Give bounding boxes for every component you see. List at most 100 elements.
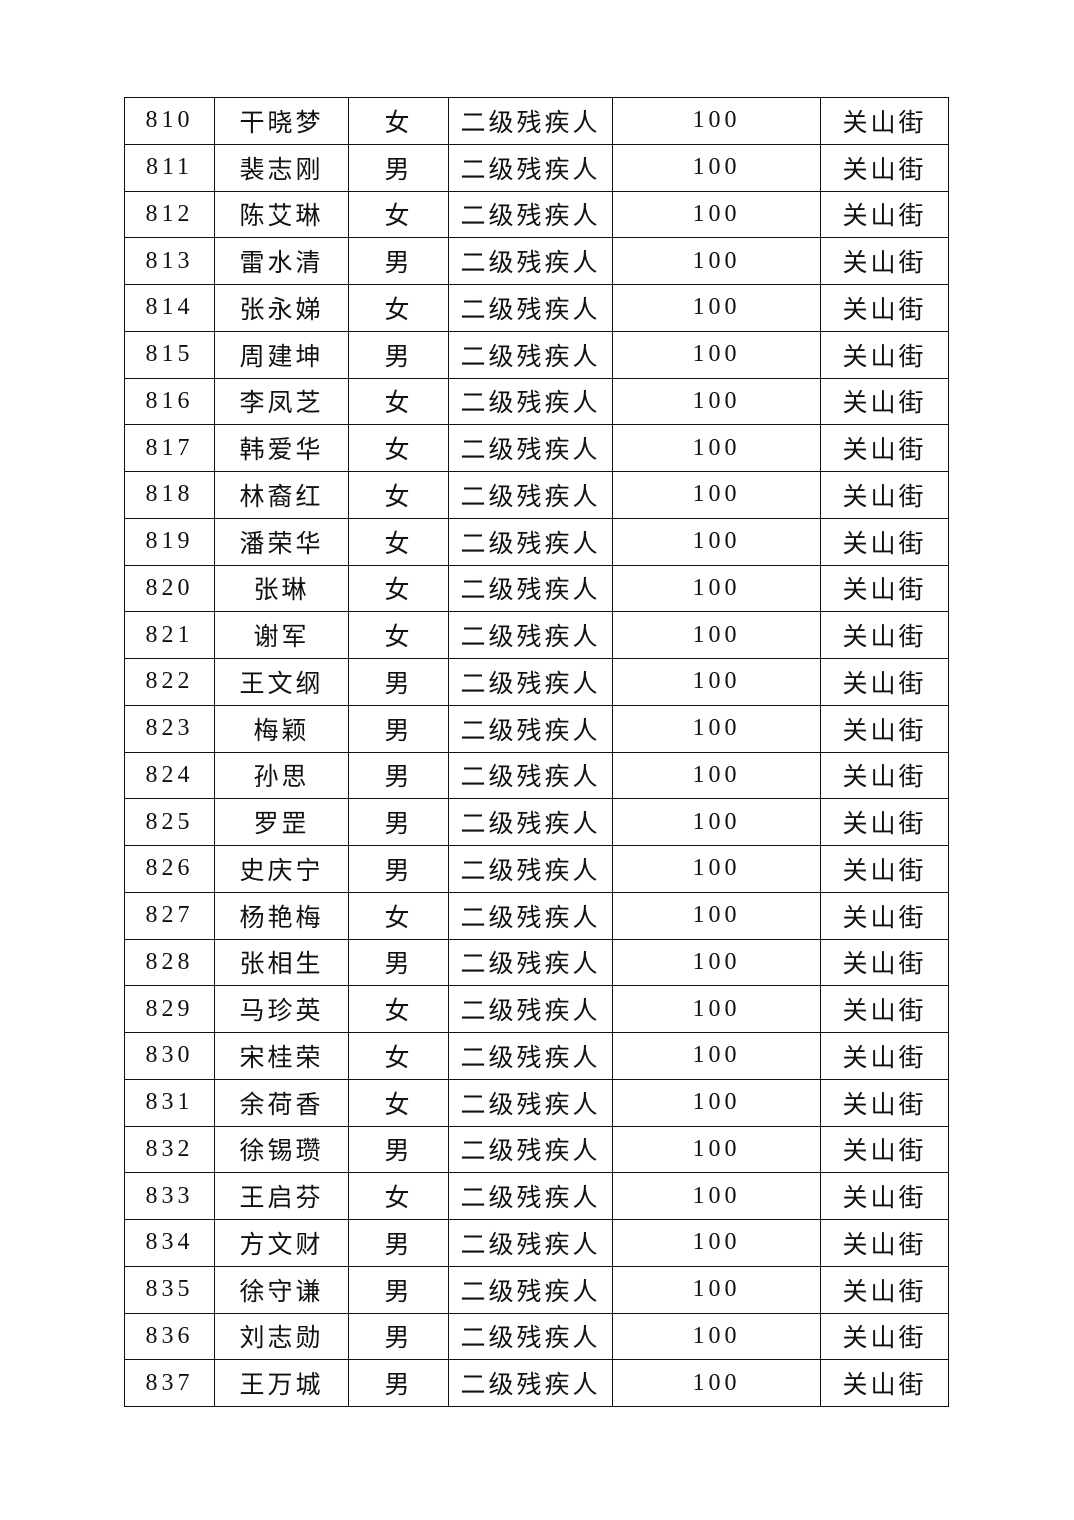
street-cell: 关山街 [820, 1312, 949, 1361]
disability-level-cell: 二级残疾人 [448, 1312, 613, 1361]
disability-level-cell: 二级残疾人 [448, 1265, 613, 1314]
amount-cell: 100 [612, 237, 821, 285]
name-cell: 余荷香 [214, 1078, 349, 1127]
table-row: 820 张琳女二级残疾人 100 关山街 [124, 564, 949, 613]
number-cell: 834 [124, 1219, 215, 1267]
number-cell: 810 [124, 97, 215, 145]
gender-cell: 女 [348, 284, 449, 332]
table-row: 822 王文纲男二级残疾人 100 关山街 [124, 658, 949, 706]
street-cell: 关山街 [820, 284, 949, 332]
name-cell: 方文财 [214, 1219, 349, 1267]
street-cell: 关山街 [820, 1172, 949, 1220]
gender-cell: 男 [348, 237, 449, 285]
amount-cell: 100 [612, 845, 821, 893]
street-cell: 关山街 [820, 237, 949, 285]
street-cell: 关山街 [820, 985, 949, 1033]
name-cell: 陈艾琳 [214, 190, 349, 239]
number-cell: 811 [124, 143, 215, 192]
gender-cell: 男 [348, 658, 449, 706]
table-row: 829 马珍英女二级残疾人 100 关山街 [124, 985, 949, 1033]
disability-level-cell: 二级残疾人 [448, 1219, 613, 1267]
amount-cell: 100 [612, 1359, 821, 1407]
disability-level-cell: 二级残疾人 [448, 1078, 613, 1127]
disability-level-cell: 二级残疾人 [448, 284, 613, 332]
gender-cell: 男 [348, 1219, 449, 1267]
table-row: 811 裴志刚男二级残疾人 100 关山街 [124, 143, 949, 192]
name-cell: 王文纲 [214, 658, 349, 706]
gender-cell: 男 [348, 1265, 449, 1314]
street-cell: 关山街 [820, 377, 949, 426]
amount-cell: 100 [612, 611, 821, 659]
disability-level-cell: 二级残疾人 [448, 611, 613, 659]
disability-level-cell: 二级残疾人 [448, 190, 613, 239]
disability-level-cell: 二级残疾人 [448, 1359, 613, 1407]
recipient-table: 810 干晓梦女二级残疾人 100 关山街 811 裴志刚男二级残疾人 100 关山街 812 陈… [124, 97, 949, 1407]
table-row: 835 徐守谦男二级残疾人 100 关山街 [124, 1265, 949, 1314]
name-cell: 周建坤 [214, 330, 349, 379]
name-cell: 王万城 [214, 1359, 349, 1407]
street-cell: 关山街 [820, 658, 949, 706]
number-cell: 818 [124, 471, 215, 519]
amount-cell: 100 [612, 190, 821, 239]
name-cell: 张永娣 [214, 284, 349, 332]
gender-cell: 女 [348, 611, 449, 659]
street-cell: 关山街 [820, 845, 949, 893]
disability-level-cell: 二级残疾人 [448, 751, 613, 800]
disability-level-cell: 二级残疾人 [448, 424, 613, 472]
disability-level-cell: 二级残疾人 [448, 704, 613, 753]
street-cell: 关山街 [820, 564, 949, 613]
gender-cell: 男 [348, 704, 449, 753]
name-cell: 刘志勋 [214, 1312, 349, 1361]
name-cell: 宋桂荣 [214, 1032, 349, 1080]
street-cell: 关山街 [820, 704, 949, 753]
amount-cell: 100 [612, 97, 821, 145]
number-cell: 817 [124, 424, 215, 472]
gender-cell: 女 [348, 985, 449, 1033]
gender-cell: 男 [348, 1312, 449, 1361]
name-cell: 干晓梦 [214, 97, 349, 145]
number-cell: 831 [124, 1078, 215, 1127]
number-cell: 830 [124, 1032, 215, 1080]
disability-level-cell: 二级残疾人 [448, 97, 613, 145]
table-row: 836 刘志勋男二级残疾人 100 关山街 [124, 1312, 949, 1361]
amount-cell: 100 [612, 424, 821, 472]
number-cell: 814 [124, 284, 215, 332]
street-cell: 关山街 [820, 891, 949, 940]
disability-level-cell: 二级残疾人 [448, 985, 613, 1033]
table-row: 827 杨艳梅女二级残疾人 100 关山街 [124, 891, 949, 940]
amount-cell: 100 [612, 471, 821, 519]
disability-level-cell: 二级残疾人 [448, 330, 613, 379]
amount-cell: 100 [612, 564, 821, 613]
amount-cell: 100 [612, 891, 821, 940]
name-cell: 孙思 [214, 751, 349, 800]
disability-level-cell: 二级残疾人 [448, 1032, 613, 1080]
gender-cell: 女 [348, 1032, 449, 1080]
gender-cell: 女 [348, 517, 449, 566]
amount-cell: 100 [612, 798, 821, 846]
number-cell: 813 [124, 237, 215, 285]
table-row: 826 史庆宁男二级残疾人 100 关山街 [124, 845, 949, 893]
number-cell: 833 [124, 1172, 215, 1220]
name-cell: 韩爱华 [214, 424, 349, 472]
amount-cell: 100 [612, 1125, 821, 1174]
number-cell: 815 [124, 330, 215, 379]
street-cell: 关山街 [820, 1125, 949, 1174]
number-cell: 820 [124, 564, 215, 613]
amount-cell: 100 [612, 1032, 821, 1080]
name-cell: 李凤芝 [214, 377, 349, 426]
gender-cell: 女 [348, 424, 449, 472]
name-cell: 梅颖 [214, 704, 349, 753]
disability-level-cell: 二级残疾人 [448, 143, 613, 192]
number-cell: 825 [124, 798, 215, 846]
name-cell: 潘荣华 [214, 517, 349, 566]
table-row: 831 余荷香女二级残疾人 100 关山街 [124, 1078, 949, 1127]
table-row: 814 张永娣女二级残疾人 100 关山街 [124, 284, 949, 332]
disability-level-cell: 二级残疾人 [448, 517, 613, 566]
number-cell: 827 [124, 891, 215, 940]
street-cell: 关山街 [820, 751, 949, 800]
table-row: 834 方文财男二级残疾人 100 关山街 [124, 1219, 949, 1267]
amount-cell: 100 [612, 284, 821, 332]
gender-cell: 女 [348, 97, 449, 145]
street-cell: 关山街 [820, 143, 949, 192]
amount-cell: 100 [612, 704, 821, 753]
